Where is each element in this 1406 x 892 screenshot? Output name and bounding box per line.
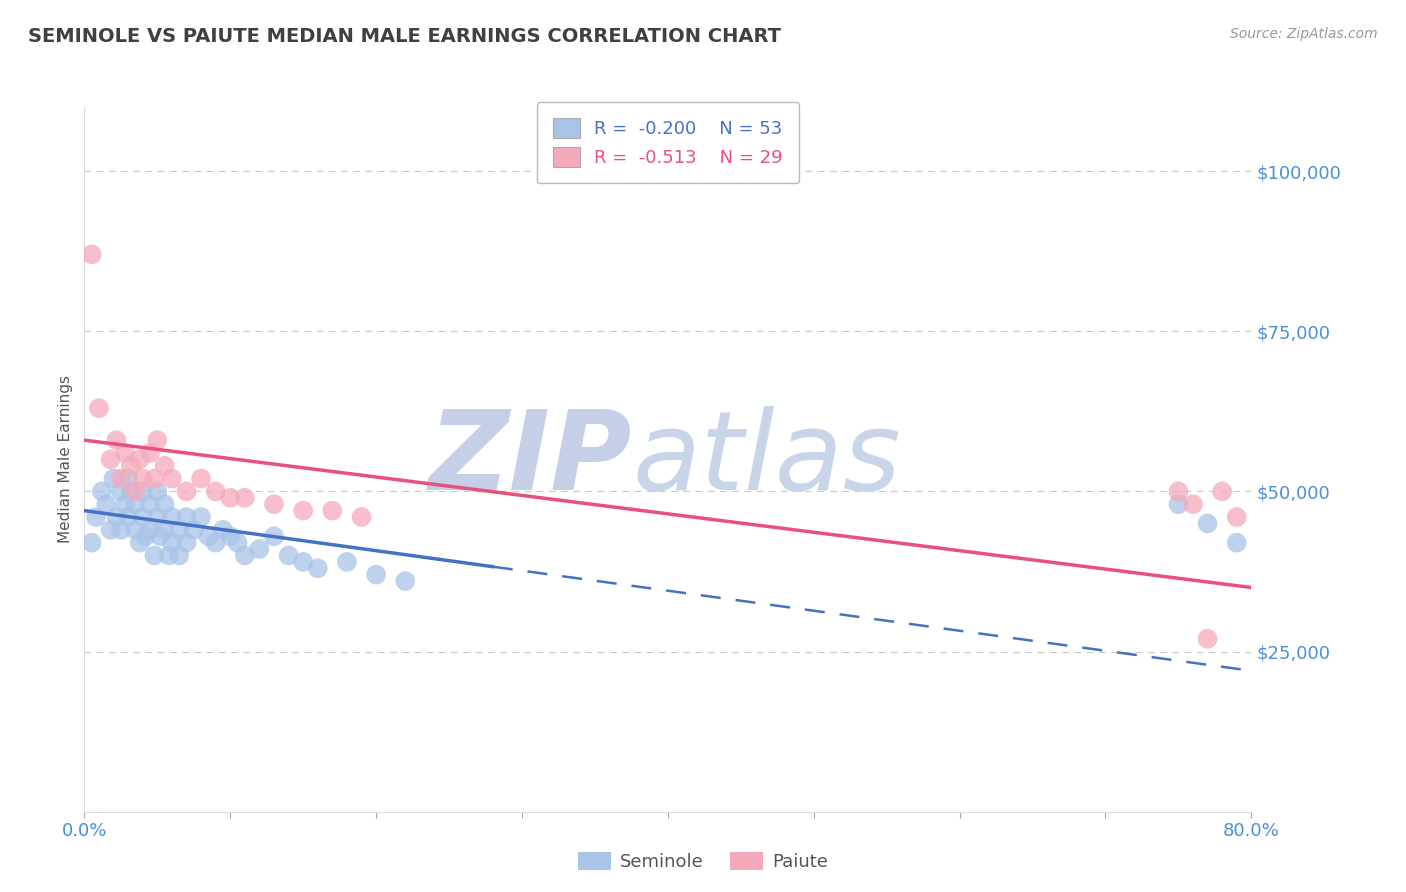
Point <box>204 535 226 549</box>
Point <box>307 561 329 575</box>
Point <box>110 523 132 537</box>
Point <box>160 472 183 486</box>
Point <box>149 529 172 543</box>
Point <box>176 510 198 524</box>
Point <box>160 510 183 524</box>
Point <box>105 433 128 447</box>
Point <box>190 472 212 486</box>
Point <box>1197 632 1219 646</box>
Point <box>146 484 169 499</box>
Point <box>110 472 132 486</box>
Point <box>157 549 180 563</box>
Text: SEMINOLE VS PAIUTE MEDIAN MALE EARNINGS CORRELATION CHART: SEMINOLE VS PAIUTE MEDIAN MALE EARNINGS … <box>28 27 782 45</box>
Point <box>110 484 132 499</box>
Point <box>105 510 128 524</box>
Legend: Seminole, Paiute: Seminole, Paiute <box>571 845 835 879</box>
Point <box>233 491 256 505</box>
Point <box>263 529 285 543</box>
Point <box>1182 497 1205 511</box>
Point <box>124 484 146 499</box>
Point <box>277 549 299 563</box>
Point <box>100 523 122 537</box>
Text: atlas: atlas <box>633 406 901 513</box>
Point <box>103 472 125 486</box>
Point <box>1167 497 1189 511</box>
Point <box>114 497 136 511</box>
Point <box>120 484 142 499</box>
Point <box>132 472 155 486</box>
Point <box>124 523 146 537</box>
Point <box>153 458 176 473</box>
Point <box>336 555 359 569</box>
Point <box>226 535 249 549</box>
Point <box>292 503 315 517</box>
Point <box>120 458 142 473</box>
Point <box>132 510 155 524</box>
Point <box>292 555 315 569</box>
Point <box>219 529 242 543</box>
Point <box>153 523 176 537</box>
Point <box>219 491 242 505</box>
Point <box>160 535 183 549</box>
Point <box>117 510 139 524</box>
Point <box>212 523 235 537</box>
Point <box>87 401 110 416</box>
Point <box>146 510 169 524</box>
Point <box>167 523 190 537</box>
Point <box>128 535 150 549</box>
Point <box>143 472 166 486</box>
Point <box>183 523 205 537</box>
Point <box>139 446 162 460</box>
Point <box>190 510 212 524</box>
Point <box>366 567 388 582</box>
Point <box>1226 510 1249 524</box>
Point <box>114 446 136 460</box>
Point <box>128 452 150 467</box>
Point <box>96 497 118 511</box>
Point <box>176 535 198 549</box>
Point <box>90 484 112 499</box>
Point <box>167 549 190 563</box>
Point <box>249 542 271 557</box>
Point <box>124 497 146 511</box>
Point <box>80 247 103 261</box>
Point <box>1167 484 1189 499</box>
Point <box>139 497 162 511</box>
Point <box>263 497 285 511</box>
Point <box>1226 535 1249 549</box>
Point <box>117 472 139 486</box>
Point <box>197 529 219 543</box>
Point <box>350 510 373 524</box>
Point <box>204 484 226 499</box>
Text: Source: ZipAtlas.com: Source: ZipAtlas.com <box>1230 27 1378 41</box>
Point <box>321 503 343 517</box>
Point <box>84 510 107 524</box>
Legend: R =  -0.200    N = 53, R =  -0.513    N = 29: R = -0.200 N = 53, R = -0.513 N = 29 <box>537 102 799 183</box>
Point <box>1197 516 1219 531</box>
Point <box>1211 484 1233 499</box>
Point <box>139 523 162 537</box>
Point <box>132 484 155 499</box>
Point <box>135 529 157 543</box>
Point <box>143 549 166 563</box>
Point <box>394 574 416 588</box>
Text: ZIP: ZIP <box>429 406 633 513</box>
Point <box>80 535 103 549</box>
Point <box>153 497 176 511</box>
Point <box>233 549 256 563</box>
Point <box>146 433 169 447</box>
Point <box>176 484 198 499</box>
Y-axis label: Median Male Earnings: Median Male Earnings <box>58 376 73 543</box>
Point <box>100 452 122 467</box>
